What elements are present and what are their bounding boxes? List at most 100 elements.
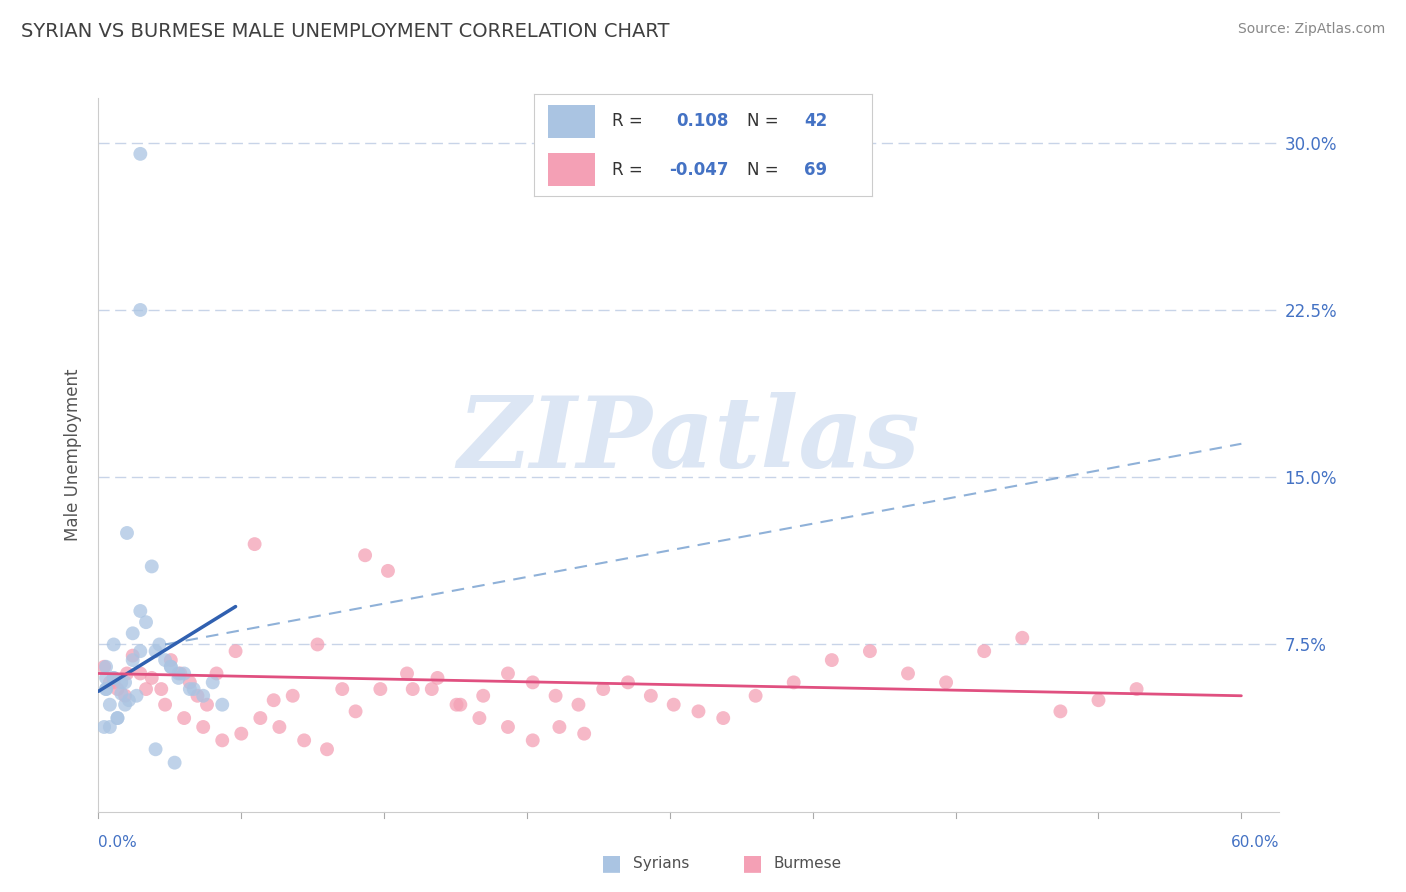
Point bbox=[249, 711, 271, 725]
Text: N =: N = bbox=[747, 112, 779, 130]
Point bbox=[420, 681, 443, 696]
Point bbox=[231, 726, 253, 740]
Point bbox=[370, 681, 392, 696]
Point bbox=[103, 671, 125, 685]
Point bbox=[186, 689, 208, 703]
Point bbox=[662, 698, 685, 712]
Point bbox=[1049, 705, 1071, 719]
Point bbox=[159, 653, 181, 667]
Point bbox=[205, 666, 228, 681]
Text: -0.047: -0.047 bbox=[669, 161, 728, 178]
Point bbox=[1087, 693, 1109, 707]
Point bbox=[269, 720, 291, 734]
Point bbox=[281, 689, 304, 703]
Point bbox=[640, 689, 662, 703]
Point bbox=[711, 711, 734, 725]
Point bbox=[135, 615, 157, 630]
Point bbox=[94, 671, 117, 685]
Point bbox=[243, 537, 266, 551]
Point bbox=[141, 559, 163, 574]
Point bbox=[153, 698, 176, 712]
Point bbox=[163, 756, 186, 770]
Point bbox=[183, 681, 205, 696]
Point bbox=[114, 689, 136, 703]
Point bbox=[402, 681, 425, 696]
Point bbox=[93, 720, 115, 734]
Point bbox=[121, 653, 143, 667]
Point bbox=[148, 637, 170, 651]
Bar bbox=[548, 153, 595, 186]
Point bbox=[193, 689, 215, 703]
Text: Syrians: Syrians bbox=[633, 856, 689, 871]
Point bbox=[98, 675, 121, 690]
Point bbox=[98, 698, 121, 712]
Point bbox=[617, 675, 640, 690]
Point bbox=[496, 666, 519, 681]
Point bbox=[821, 653, 844, 667]
Point bbox=[859, 644, 882, 658]
Point bbox=[153, 653, 176, 667]
Point bbox=[179, 675, 201, 690]
Point bbox=[783, 675, 806, 690]
Point bbox=[496, 720, 519, 734]
Text: 0.108: 0.108 bbox=[676, 112, 728, 130]
Point bbox=[135, 681, 157, 696]
Point bbox=[107, 711, 129, 725]
Text: R =: R = bbox=[612, 161, 643, 178]
Point bbox=[98, 720, 121, 734]
Point bbox=[129, 303, 152, 318]
Point bbox=[744, 689, 766, 703]
Point bbox=[129, 147, 152, 161]
Point bbox=[449, 698, 471, 712]
Text: 42: 42 bbox=[804, 112, 828, 130]
Point bbox=[446, 698, 468, 712]
Point bbox=[344, 705, 367, 719]
Point bbox=[103, 675, 125, 690]
Point bbox=[167, 666, 190, 681]
Point bbox=[935, 675, 957, 690]
Text: R =: R = bbox=[612, 112, 643, 130]
Y-axis label: Male Unemployment: Male Unemployment bbox=[65, 368, 83, 541]
Point bbox=[121, 648, 143, 663]
Point bbox=[114, 698, 136, 712]
Point bbox=[94, 681, 117, 696]
Point bbox=[548, 720, 571, 734]
Point bbox=[567, 698, 589, 712]
Point bbox=[173, 711, 195, 725]
Point bbox=[93, 660, 115, 674]
Point bbox=[544, 689, 567, 703]
Point bbox=[572, 726, 595, 740]
Point bbox=[159, 660, 181, 674]
Point bbox=[522, 675, 544, 690]
Text: 0.0%: 0.0% bbox=[98, 836, 138, 850]
Text: 69: 69 bbox=[804, 161, 827, 178]
Point bbox=[145, 742, 167, 756]
Point bbox=[201, 675, 224, 690]
Point bbox=[110, 687, 132, 701]
Point bbox=[159, 660, 181, 674]
Point bbox=[211, 698, 233, 712]
Point bbox=[263, 693, 285, 707]
Point bbox=[129, 604, 152, 618]
Point bbox=[973, 644, 995, 658]
Point bbox=[1125, 681, 1147, 696]
Point bbox=[195, 698, 218, 712]
Point bbox=[125, 689, 148, 703]
Point bbox=[468, 711, 491, 725]
Point bbox=[592, 681, 614, 696]
Text: ZIPatlas: ZIPatlas bbox=[458, 392, 920, 489]
Point bbox=[103, 637, 125, 651]
Point bbox=[472, 689, 495, 703]
Point bbox=[897, 666, 920, 681]
Point bbox=[141, 671, 163, 685]
Text: Source: ZipAtlas.com: Source: ZipAtlas.com bbox=[1237, 22, 1385, 37]
Bar bbox=[548, 105, 595, 137]
Point bbox=[307, 637, 329, 651]
Point bbox=[395, 666, 418, 681]
Point bbox=[173, 666, 195, 681]
Point bbox=[688, 705, 710, 719]
Text: ■: ■ bbox=[602, 854, 621, 873]
Point bbox=[1011, 631, 1033, 645]
Point bbox=[118, 693, 141, 707]
Point bbox=[377, 564, 399, 578]
